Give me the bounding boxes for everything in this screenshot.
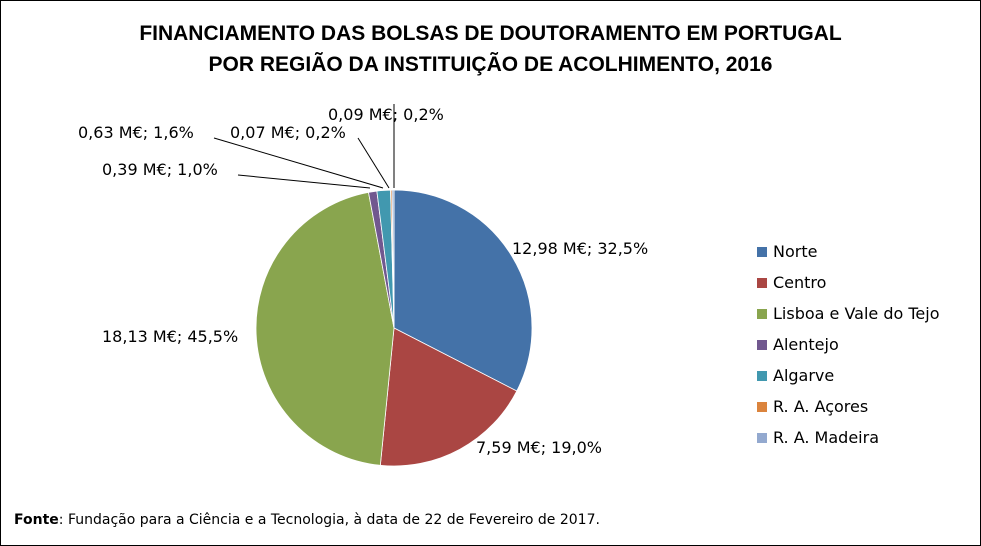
pie-slice-r-a-madeira: [391, 189, 395, 329]
legend-swatch: [757, 371, 767, 381]
legend-label: Algarve: [773, 366, 835, 385]
legend-label: Alentejo: [773, 335, 839, 354]
data-label-norte: 12,98 M€; 32,5%: [512, 239, 648, 258]
pie-leader-lines: [213, 104, 395, 189]
legend-label: R. A. Açores: [773, 397, 869, 416]
legend-label: Norte: [773, 242, 818, 261]
legend-item-alentejo: Alentejo: [757, 329, 940, 360]
legend-item-algarve: Algarve: [757, 360, 940, 391]
source-text: : Fundação para a Ciência e a Tecnologia…: [58, 512, 600, 528]
data-label-r-a-madeira: 0,09 M€; 0,2%: [328, 105, 444, 124]
legend-label: Lisboa e Vale do Tejo: [773, 304, 940, 323]
legend-swatch: [757, 433, 767, 443]
legend-item-r-a-acores: R. A. Açores: [757, 391, 940, 422]
leader-line-alentejo: [237, 174, 371, 189]
leader-line-r-a-acores: [357, 137, 390, 189]
chart-legend: Norte Centro Lisboa e Vale do Tejo Alentejo…: [757, 236, 940, 453]
legend-label: Centro: [773, 273, 827, 292]
legend-swatch: [757, 278, 767, 288]
data-label-algarve: 0,63 M€; 1,6%: [78, 123, 194, 142]
data-label-r-a-acores: 0,07 M€; 0,2%: [230, 123, 346, 142]
legend-item-norte: Norte: [757, 236, 940, 267]
legend-label: R. A. Madeira: [773, 428, 879, 447]
legend-item-r-a-madeira: R. A. Madeira: [757, 422, 940, 453]
chart-title-line-1: FINANCIAMENTO DAS BOLSAS DE DOUTORAMENTO…: [139, 22, 842, 45]
chart-title-line-2: POR REGIÃO DA INSTITUIÇÃO DE ACOLHIMENTO…: [208, 53, 773, 76]
pie-data-labels: 12,98 M€; 32,5% 7,59 M€; 19,0% 18,13 M€; 4…: [78, 105, 648, 457]
legend-item-centro: Centro: [757, 267, 940, 298]
leader-line-algarve: [213, 137, 384, 189]
pie-slice-lisboa-e-vale-do-tejo: [255, 191, 395, 466]
pie-slice-centro: [379, 327, 518, 467]
data-label-lisboa-e-vale-do-tejo: 18,13 M€; 45,5%: [102, 327, 238, 346]
data-label-alentejo: 0,39 M€; 1,0%: [102, 160, 218, 179]
legend-item-lisboa-e-vale-do-tejo: Lisboa e Vale do Tejo: [757, 298, 940, 329]
source-note: Fonte: Fundação para a Ciência e a Tecno…: [14, 512, 600, 528]
legend-swatch: [757, 247, 767, 257]
data-label-centro: 7,59 M€; 19,0%: [476, 438, 602, 457]
source-label: Fonte: [14, 512, 59, 528]
pie-slices: [255, 189, 533, 467]
legend-swatch: [757, 309, 767, 319]
pie-slice-norte: [393, 189, 533, 392]
chart-title: FINANCIAMENTO DAS BOLSAS DE DOUTORAMENTO…: [0, 18, 981, 80]
legend-swatch: [757, 340, 767, 350]
legend-swatch: [757, 402, 767, 412]
